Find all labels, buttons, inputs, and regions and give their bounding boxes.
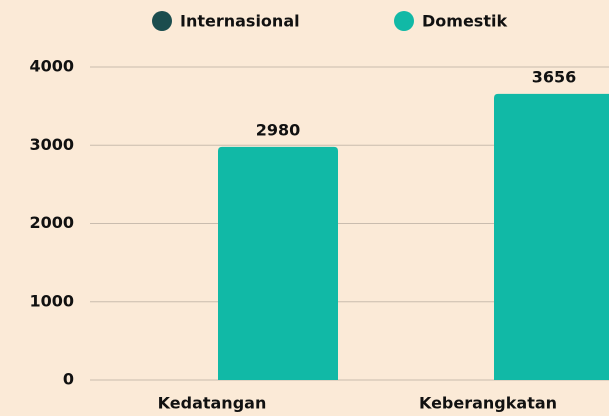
- legend-label: Domestik: [422, 12, 507, 31]
- legend-swatch: [152, 11, 172, 31]
- data-label: 3656: [532, 67, 577, 86]
- bar: [218, 146, 338, 380]
- x-tick-label: Keberangkatan: [419, 394, 557, 413]
- y-tick-label: 3000: [29, 135, 74, 154]
- data-label: 2980: [256, 120, 301, 139]
- y-tick-label: 2000: [29, 213, 74, 232]
- legend-swatch: [394, 11, 414, 31]
- y-tick-label: 1000: [29, 291, 74, 310]
- x-tick-label: Kedatangan: [158, 394, 267, 413]
- bar: [494, 93, 609, 380]
- legend-label: Internasional: [180, 12, 300, 31]
- y-tick-label: 0: [63, 370, 74, 389]
- y-tick-label: 4000: [29, 57, 74, 76]
